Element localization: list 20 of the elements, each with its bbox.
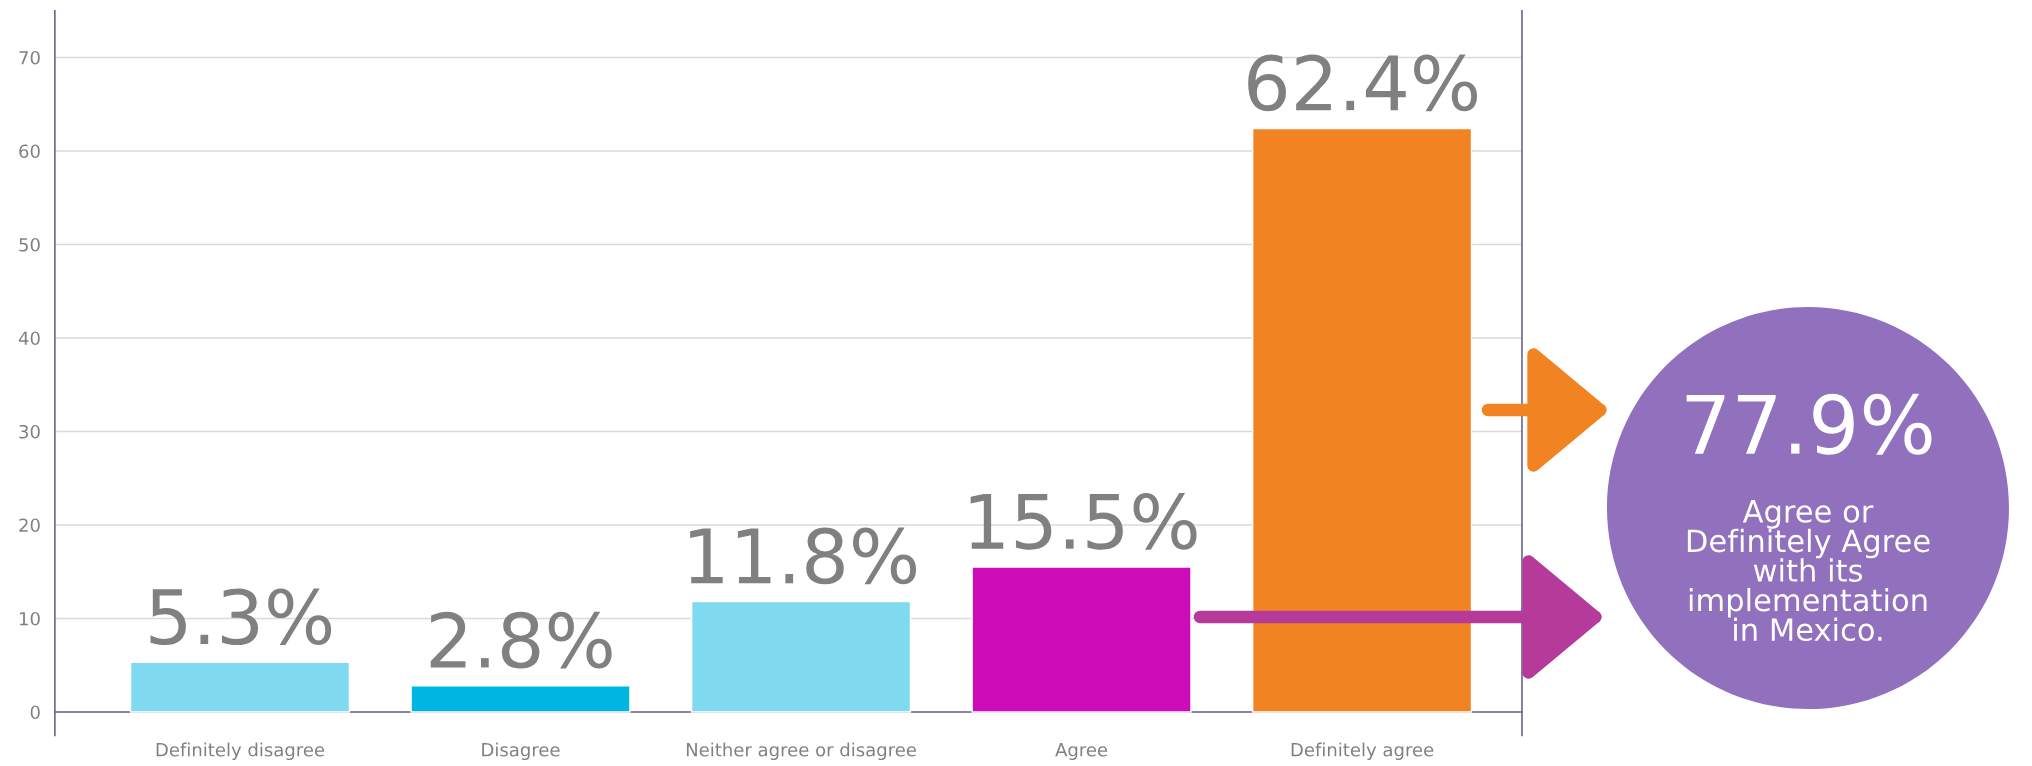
data-label: 11.8% (690, 527, 917, 585)
y-tick-label: 20 (19, 518, 40, 533)
x-tick-label: Definitely disagree (156, 742, 325, 761)
y-tick-label: 70 (19, 50, 40, 65)
data-label: 15.5% (970, 493, 1197, 550)
text: Agree or Definitely Agree with its implementation in Mexico. (1687, 500, 1930, 642)
y-tick-label: 30 (19, 424, 40, 439)
y-tick-label: 60 (19, 144, 40, 159)
y-tick-label: 50 (19, 237, 40, 252)
y-tick-label: 40 (18, 331, 40, 346)
y-tick-label: 10 (19, 611, 40, 626)
y-tick-label: 0 (30, 705, 40, 720)
data-label: 5.3% (150, 588, 332, 646)
text: 77.9% (1686, 393, 1932, 455)
x-tick-label: Definitely agree (1291, 742, 1434, 761)
x-tick-label: Neither agree or disagree (686, 742, 916, 761)
x-tick-label: Agree (1055, 743, 1108, 761)
data-label: 62.4% (1248, 54, 1478, 112)
data-label: 2.8% (430, 611, 612, 669)
x-tick-label: Disagree (482, 742, 560, 761)
